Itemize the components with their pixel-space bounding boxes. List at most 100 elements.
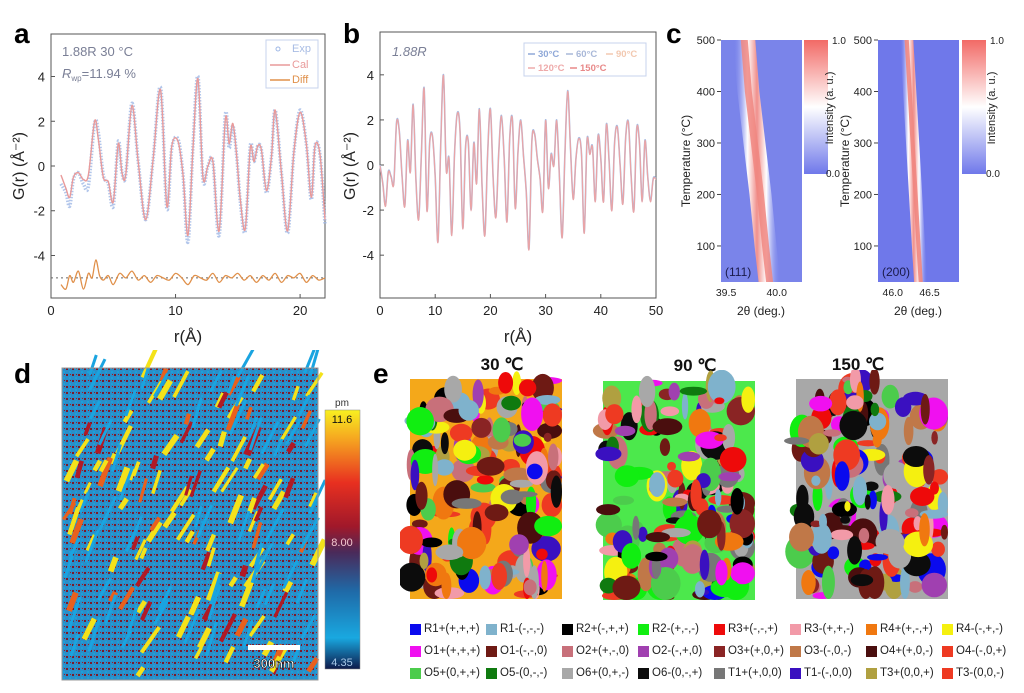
domain-map-90c xyxy=(592,370,755,600)
domain-region xyxy=(509,534,529,555)
legend-item: T1-(-,0,0) xyxy=(790,667,866,679)
domain-region xyxy=(444,375,463,403)
domain-stripe xyxy=(81,617,97,641)
domain-region xyxy=(523,545,531,578)
legend-label: O2-(-,+,0) xyxy=(652,645,703,657)
legend-label: R2+(-,+,+) xyxy=(576,623,629,635)
domain-stripe xyxy=(169,486,190,513)
domain-wall xyxy=(140,367,150,390)
domain-region xyxy=(534,515,562,537)
x-axis-label: 2θ (deg.) xyxy=(894,304,942,318)
legend-item: T3+(0,0,+) xyxy=(866,667,942,679)
domain-stripe xyxy=(255,462,270,481)
legend-swatch xyxy=(486,623,497,635)
panel-a-letter: a xyxy=(14,18,30,49)
legend-swatch xyxy=(942,623,953,635)
legend-label: R3-(+,+,-) xyxy=(804,623,854,635)
domain-stripe xyxy=(139,626,161,654)
domain-region xyxy=(719,446,747,473)
domain-legend: R1+(+,+,+) R1-(-,-,-) R2+(-,+,+) R2-(+,-,-)… xyxy=(410,618,1020,684)
domain-region xyxy=(476,456,505,476)
domain-region xyxy=(937,491,949,516)
domain-stripe xyxy=(200,551,212,571)
domain-stripe xyxy=(227,494,244,525)
domain-region xyxy=(931,430,938,445)
domain-wall xyxy=(157,585,173,612)
domain-region xyxy=(451,458,476,483)
x-tick-label: 0 xyxy=(376,303,383,318)
domain-region xyxy=(681,392,689,420)
pdf-fit-chart: 0 10 20 -4 -2 0 2 4 1.88R 30 °C Rwp=11.94 % Exp… xyxy=(9,33,327,346)
domain-stripe xyxy=(176,615,191,639)
domain-region xyxy=(828,389,847,416)
legend-label: O5-(0,-,-) xyxy=(500,667,548,679)
legend-swatch xyxy=(562,623,573,635)
legend-label: O2+(+,-,0) xyxy=(576,645,630,657)
legend-swatch xyxy=(486,667,497,679)
x-tick-label: 20 xyxy=(483,303,497,318)
legend-label: 30°C xyxy=(538,49,559,60)
domain-region xyxy=(846,395,864,410)
domain-region xyxy=(547,443,559,471)
y-tick-label: -2 xyxy=(362,203,374,218)
domain-region xyxy=(435,544,464,561)
domain-wall xyxy=(191,397,203,428)
domain-stripe xyxy=(75,438,90,458)
xrd-heatmaps: 100 200 300 400 500 39.5 40.0 (111) 1.0 0.0 In… xyxy=(679,35,1004,318)
domain-wall xyxy=(79,492,90,514)
domain-region xyxy=(449,423,473,443)
domain-region xyxy=(840,515,851,524)
domain-region xyxy=(518,379,537,397)
domain-stripe xyxy=(63,459,80,483)
domain-stripe xyxy=(267,478,283,501)
domain-stripe xyxy=(135,566,151,588)
legend-item: R3+(-,-,+) xyxy=(714,623,790,635)
colorbar-200 xyxy=(962,40,986,174)
legend-item: T1+(+,0,0) xyxy=(714,667,790,679)
y-tick-label: 2 xyxy=(38,114,45,129)
domain-region xyxy=(729,509,755,539)
domain-stripe xyxy=(131,461,141,477)
y-tick-label: 300 xyxy=(854,138,872,150)
domain-region xyxy=(668,382,680,401)
domain-region xyxy=(811,523,832,554)
domain-region xyxy=(526,463,543,480)
domain-region xyxy=(919,513,930,547)
legend-swatch xyxy=(714,667,725,679)
domain-wall xyxy=(104,594,117,624)
domain-wall xyxy=(237,510,251,542)
domain-stripe xyxy=(204,447,216,462)
domain-stripe xyxy=(253,506,264,522)
domain-region xyxy=(741,386,755,413)
x-tick-label: 39.5 xyxy=(716,287,737,299)
domain-region xyxy=(596,504,621,516)
domain-stripe xyxy=(179,421,194,444)
panel-c-letter: c xyxy=(666,18,682,49)
legend-swatch xyxy=(866,667,877,679)
domain-wall xyxy=(196,504,214,539)
domain-region xyxy=(500,489,524,505)
domain-wall xyxy=(126,607,139,635)
heatmap-200: 100 200 300 400 500 46.0 46.5 (200) 1.0 0.0 In… xyxy=(838,35,1004,318)
domain-region xyxy=(690,479,702,511)
y-tick-label: -4 xyxy=(33,248,45,263)
domain-wall xyxy=(273,438,284,457)
legend-item: R2-(+,-,-) xyxy=(638,623,714,635)
map-title-90c: 90 ℃ xyxy=(673,356,717,375)
domain-wall xyxy=(96,577,112,601)
y-tick-label: -4 xyxy=(362,248,374,263)
domain-wall xyxy=(88,400,101,420)
y-tick-label: -2 xyxy=(33,204,45,219)
domain-region xyxy=(722,423,736,452)
x-tick-label: 10 xyxy=(428,303,442,318)
y-tick-label: 200 xyxy=(697,189,715,201)
x-axis-label: r(Å) xyxy=(174,327,202,346)
legend-swatch xyxy=(942,645,953,657)
domain-region xyxy=(714,397,725,405)
legend-item: R1+(+,+,+) xyxy=(410,623,486,635)
legend-label: O3+(+,0,+) xyxy=(728,645,784,657)
legend-swatch xyxy=(866,645,877,657)
domain-region xyxy=(406,407,434,436)
domain-stripe xyxy=(246,497,257,514)
domain-region xyxy=(847,536,862,565)
